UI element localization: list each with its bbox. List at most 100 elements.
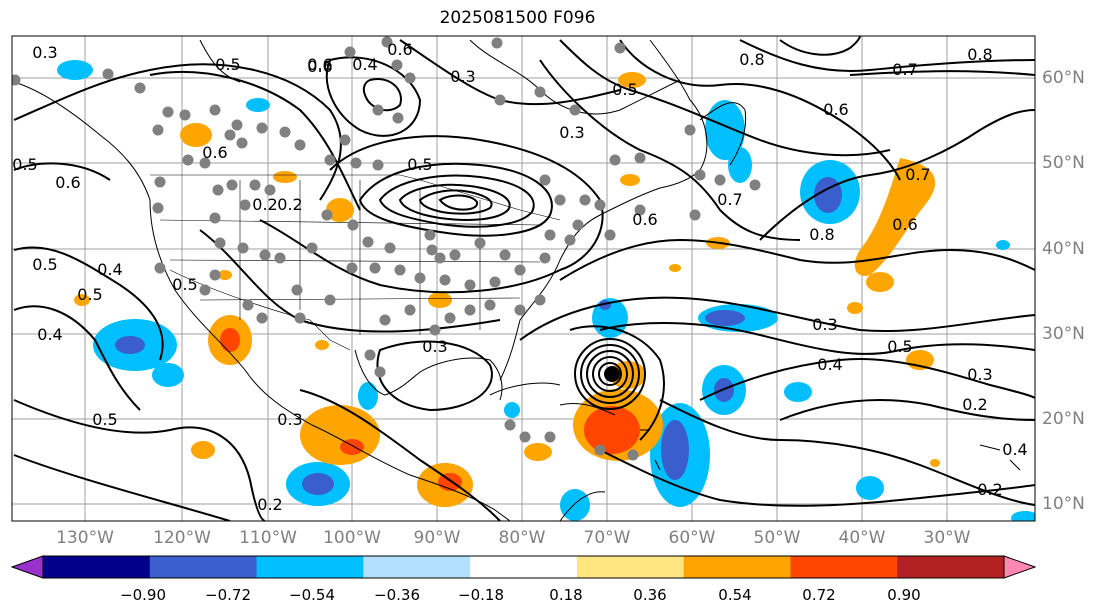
station-dot — [554, 194, 566, 206]
station-dot — [346, 262, 358, 274]
colorbar-segment — [43, 556, 151, 578]
colorbar-tick-label: 0.36 — [633, 586, 667, 604]
contour-label: 0.4 — [1002, 440, 1027, 459]
pos-anomaly-area — [340, 439, 364, 455]
station-dot — [594, 199, 606, 211]
neg-anomaly-area — [115, 336, 145, 354]
station-dot — [379, 314, 391, 326]
contour-label: 0.4 — [817, 355, 842, 374]
colorbar-segment — [363, 556, 471, 578]
station-dot — [569, 104, 581, 116]
station-dot — [162, 106, 174, 118]
station-dot — [519, 431, 531, 443]
station-dot — [634, 204, 646, 216]
lon-label: 110°W — [239, 528, 297, 548]
station-dot — [694, 169, 706, 181]
station-dot — [489, 276, 501, 288]
station-dot — [369, 262, 381, 274]
contour-label: 0.4 — [97, 260, 122, 279]
colorbar-segment — [256, 556, 364, 578]
station-dot — [249, 179, 261, 191]
station-dot — [504, 419, 516, 431]
station-dot — [572, 219, 584, 231]
map-frame — [11, 35, 1036, 522]
contour-labels: 0.3 0.5 0.6 0.4 0.3 0.6 0.5 0.3 0.8 0.7 0.8 0.6 0.5 0… — [12, 40, 1027, 514]
station-dot — [236, 137, 248, 149]
contour-label: 0.4 — [352, 55, 377, 74]
station-dot — [231, 119, 243, 131]
contour-label: 0.2 — [977, 480, 1002, 499]
station-dot — [404, 304, 416, 316]
map-title: 2025081500 F096 — [439, 8, 596, 28]
station-dot — [264, 184, 276, 196]
pos-anomaly-area — [191, 441, 215, 459]
pos-anomaly-area — [524, 443, 552, 461]
lon-label: 30°W — [923, 528, 971, 548]
neg-anomaly-area — [705, 100, 745, 160]
station-dot — [544, 229, 556, 241]
station-dot — [324, 154, 336, 166]
pos-anomaly-area — [618, 72, 646, 88]
station-dot — [350, 157, 362, 169]
lon-label: 80°W — [498, 528, 546, 548]
contour-label: 0.2 — [277, 195, 302, 214]
colorbar-tick-label: 0.54 — [718, 586, 752, 604]
station-dot — [539, 174, 551, 186]
station-dot — [209, 212, 221, 224]
station-dot — [494, 94, 506, 106]
station-dot — [539, 252, 551, 264]
contour-label: 0.7 — [892, 60, 917, 79]
pos-anomaly-area — [74, 294, 90, 306]
station-dot — [259, 249, 271, 261]
pos-anomaly-area — [273, 171, 297, 183]
station-dot — [306, 242, 318, 254]
station-dot — [321, 209, 333, 221]
station-dot — [324, 294, 336, 306]
pos-anomaly-area — [315, 340, 329, 350]
lon-label: 60°W — [668, 528, 716, 548]
station-dot — [594, 444, 606, 456]
contour-label: 0.5 — [887, 337, 912, 356]
coastlines — [13, 39, 1021, 521]
pos-anomaly-area — [847, 302, 863, 314]
contour-label: 0.5 — [77, 285, 102, 304]
colorbar-tick-label: 0.18 — [549, 586, 583, 604]
pos-anomaly-area — [428, 292, 452, 308]
neg-anomaly-area — [705, 310, 745, 326]
station-dot — [391, 59, 403, 71]
lon-label: 40°W — [838, 528, 886, 548]
contour-label: 0.3 — [450, 67, 475, 86]
observation-stations — [12, 36, 761, 461]
colorbar-tick-label: −0.18 — [458, 586, 504, 604]
neg-anomaly-area — [728, 147, 752, 183]
station-dot — [102, 68, 114, 80]
lat-label: 10°N — [1042, 494, 1085, 514]
contour-label: 0.7 — [717, 190, 742, 209]
station-dot — [154, 262, 166, 274]
station-dot — [364, 349, 376, 361]
station-dot — [134, 82, 146, 94]
pos-anomaly-area — [854, 158, 936, 276]
pos-anomaly-area — [620, 174, 640, 186]
lon-label: 120°W — [153, 528, 211, 548]
station-dot — [242, 299, 254, 311]
pos-anomaly-area — [669, 264, 681, 272]
station-dot — [154, 176, 166, 188]
station-dot — [372, 104, 384, 116]
neg-anomaly-area — [152, 363, 184, 387]
station-dot — [152, 124, 164, 136]
lat-label: 30°N — [1042, 324, 1085, 344]
neg-anomaly-area — [856, 476, 884, 500]
pos-anomaly-area — [300, 405, 380, 465]
colorbar-tick-label: 0.72 — [802, 586, 836, 604]
station-dot — [279, 126, 291, 138]
station-dot — [444, 312, 456, 324]
station-dot — [384, 242, 396, 254]
lat-label: 50°N — [1042, 153, 1085, 173]
pos-anomaly-area — [866, 272, 894, 292]
contour-label: 0.6 — [823, 100, 848, 119]
neg-anomaly-area — [784, 382, 812, 402]
lat-label: 40°N — [1042, 239, 1085, 259]
neg-anomaly-area — [560, 489, 590, 521]
station-dot — [199, 284, 211, 296]
